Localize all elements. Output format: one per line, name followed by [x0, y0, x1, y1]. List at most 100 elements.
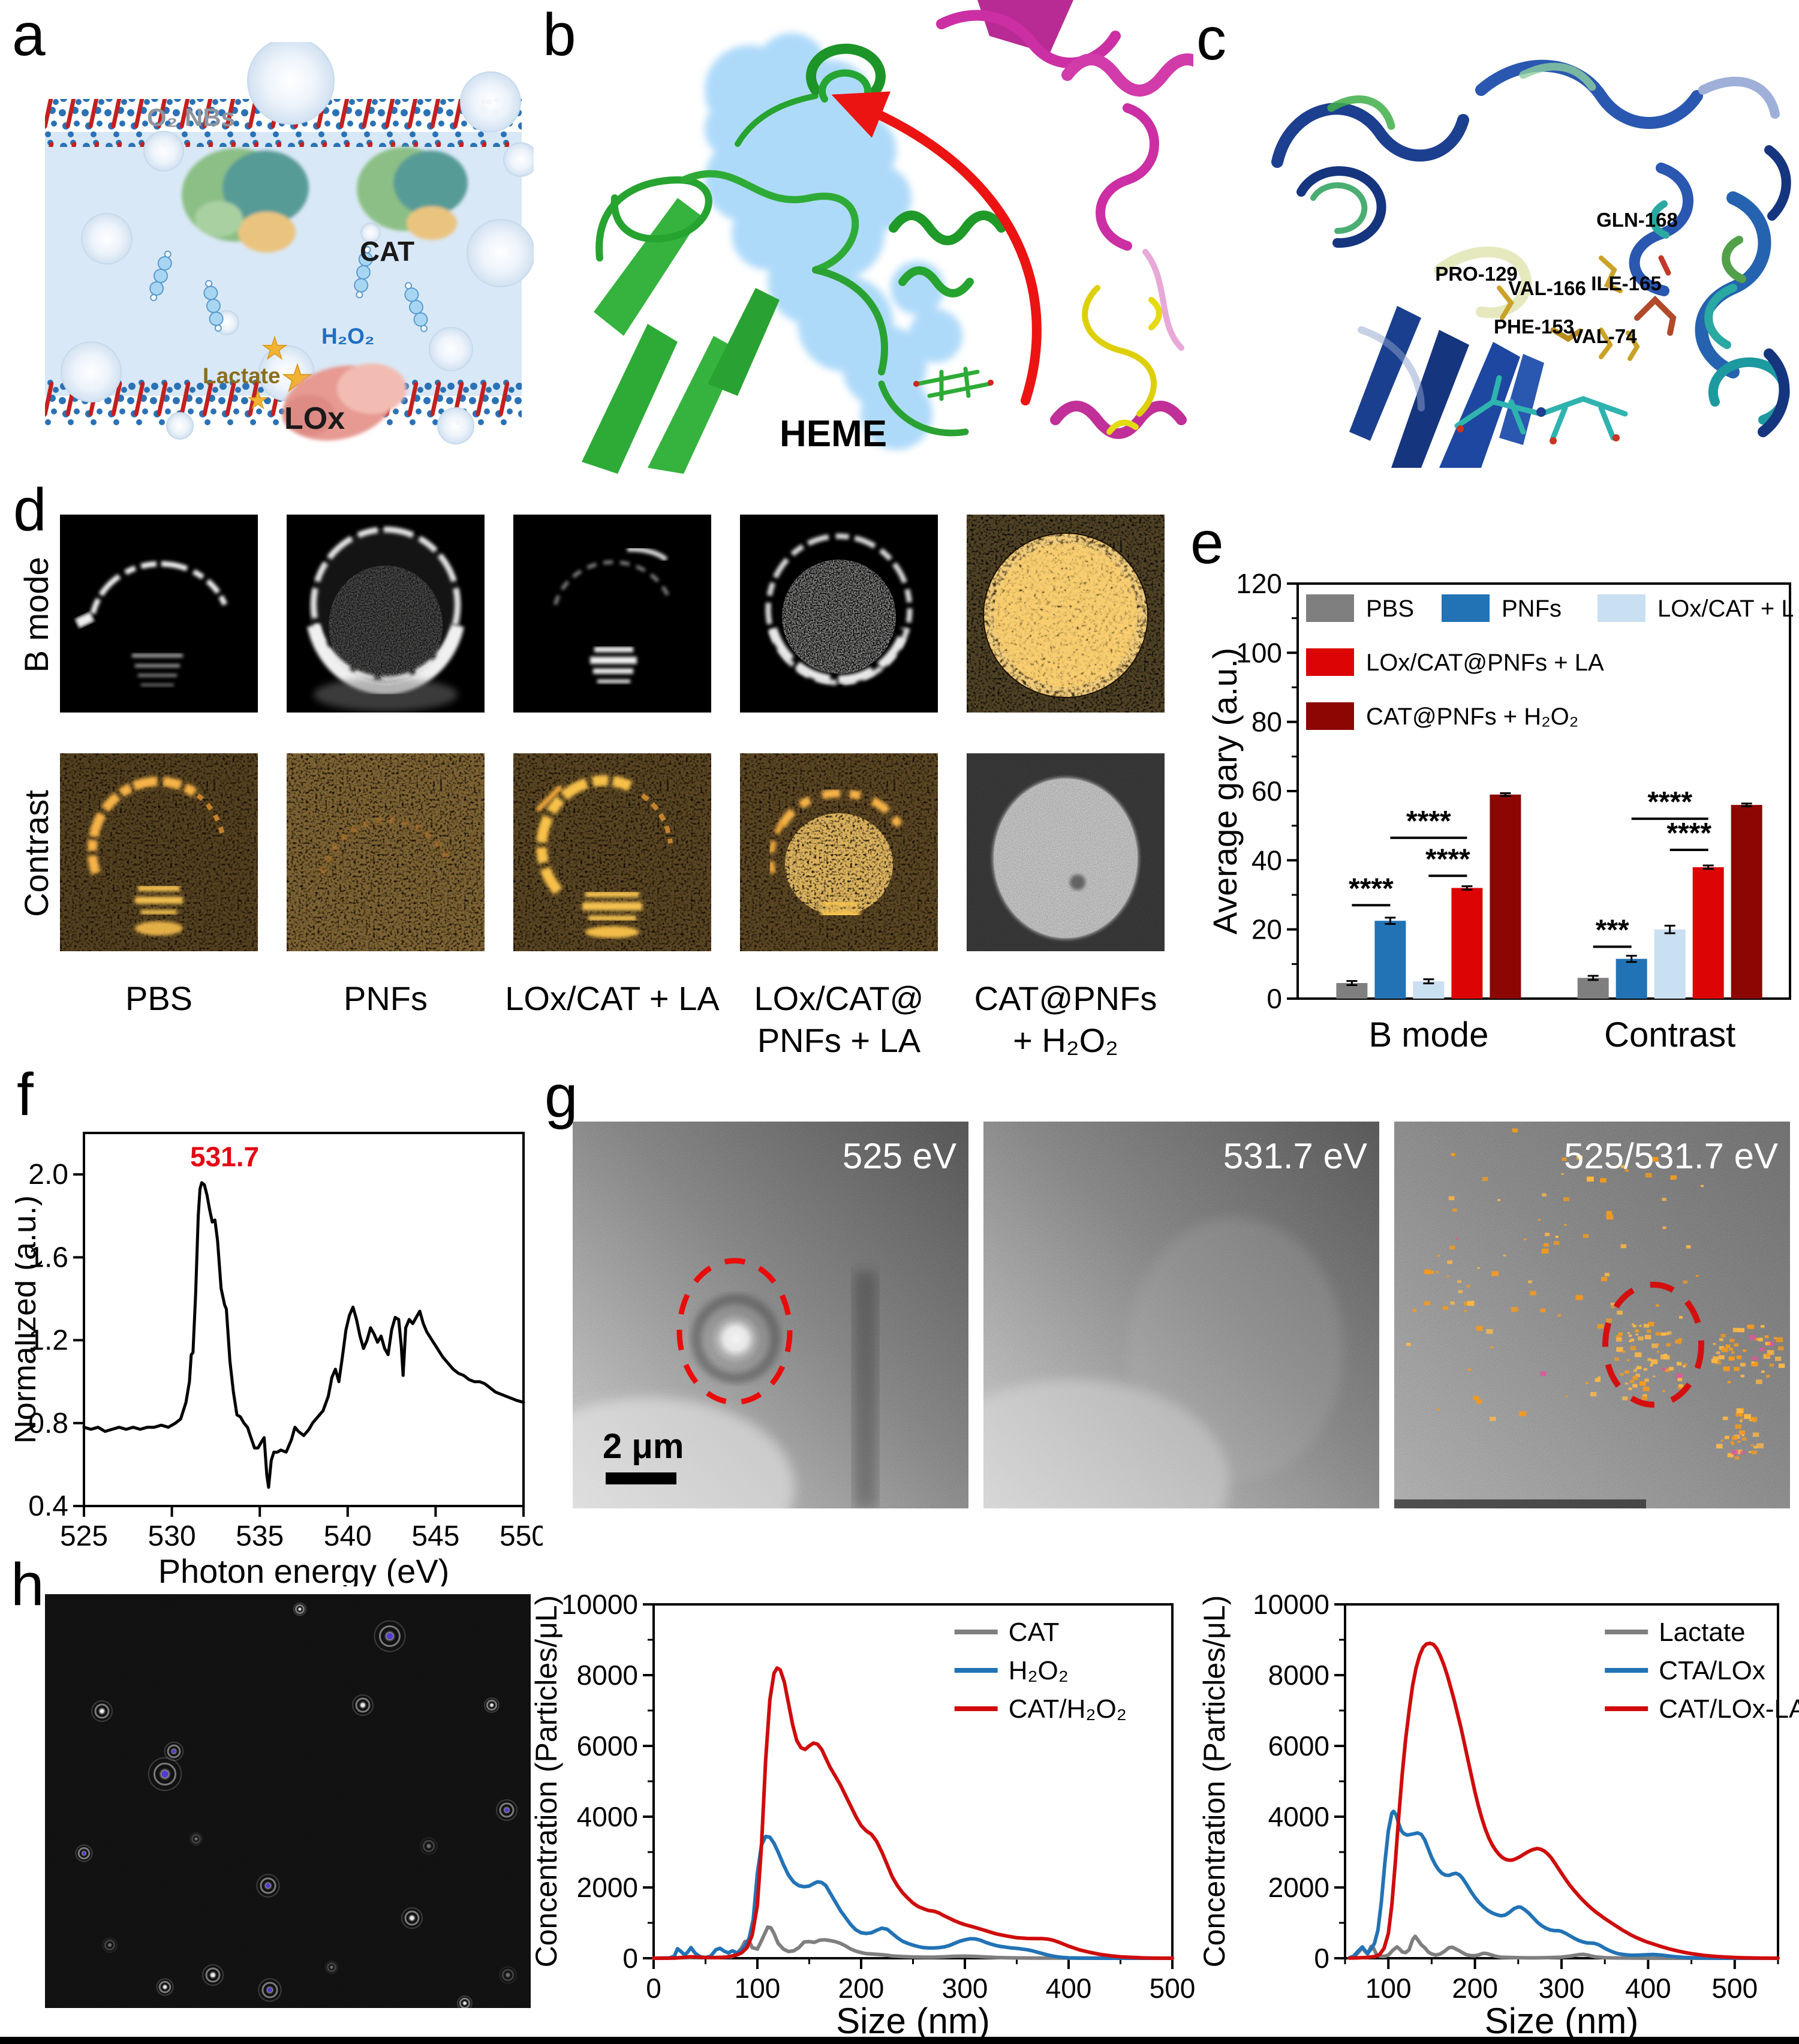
svg-text:20: 20 — [1252, 914, 1282, 945]
svg-text:525: 525 — [60, 1520, 108, 1552]
svg-text:PNFs: PNFs — [1502, 596, 1562, 622]
svg-text:****: **** — [1406, 805, 1451, 837]
svg-text:550: 550 — [500, 1520, 543, 1552]
svg-text:545: 545 — [411, 1520, 459, 1552]
svg-text:200: 200 — [838, 1973, 885, 2004]
svg-text:4000: 4000 — [1268, 1801, 1329, 1832]
ultrasound-bmode-catpnfs-h2o2 — [967, 515, 1165, 713]
svg-text:300: 300 — [1539, 1973, 1585, 2004]
residue-label-gln168: GLN-168 — [1596, 209, 1678, 231]
residue-label-val74: VAL-74 — [1570, 325, 1637, 347]
stxm-ratio-map-image — [1394, 1122, 1790, 1508]
panel-letter-d: d — [13, 476, 47, 543]
svg-text:Concentration (Particles/μL): Concentration (Particles/μL) — [530, 1595, 563, 1968]
stxm-image-525ev — [573, 1122, 968, 1508]
svg-text:CAT/H₂O₂: CAT/H₂O₂ — [1009, 1694, 1127, 1724]
cat-enzyme-illustration-right — [357, 147, 468, 240]
heme-label: HEME — [780, 413, 888, 455]
oxygen-signal-speckles — [1406, 1128, 1785, 1460]
svg-text:Size (nm): Size (nm) — [1485, 2001, 1639, 2041]
svg-text:B mode: B mode — [1368, 1015, 1488, 1050]
cat-label: CAT — [360, 236, 415, 267]
svg-text:H₂O₂: H₂O₂ — [1009, 1656, 1069, 1685]
svg-text:LOx/CAT + LA: LOx/CAT + LA — [1657, 596, 1793, 622]
scale-bar — [606, 1472, 676, 1484]
size-distribution-chart-lactate-lox: 100 200 300 400 500 0 2000 4000 6000 8000 10000 Siz… — [1198, 1589, 1799, 2041]
svg-text:Size (nm): Size (nm) — [836, 2001, 990, 2041]
svg-text:40: 40 — [1252, 844, 1282, 876]
panel-letter-e: e — [1190, 509, 1224, 576]
svg-text:****: **** — [1425, 843, 1470, 875]
svg-text:8000: 8000 — [1268, 1660, 1329, 1691]
svg-text:Normalized (a.u.): Normalized (a.u.) — [15, 1195, 43, 1444]
svg-text:****: **** — [1647, 786, 1692, 818]
svg-text:8000: 8000 — [577, 1660, 638, 1691]
svg-text:Lactate: Lactate — [1659, 1618, 1745, 1647]
svg-text:0: 0 — [622, 1943, 638, 1974]
svg-text:LOx/CAT@PNFs + LA: LOx/CAT@PNFs + LA — [1366, 650, 1604, 676]
ultrasound-contrast-pbs — [60, 753, 258, 951]
svg-text:200: 200 — [1452, 1973, 1498, 2004]
bubble-highlight-circle — [676, 1258, 793, 1405]
svg-text:400: 400 — [1046, 1973, 1092, 2004]
svg-text:0.4: 0.4 — [28, 1490, 68, 1522]
panel-letter-g: g — [544, 1063, 578, 1130]
active-site-structure-illustration — [1271, 59, 1791, 468]
ultrasound-column-label-pbs: PBS — [125, 979, 193, 1017]
figure-bottom-border — [0, 2037, 1799, 2044]
size-distribution-chart-cat-h2o2: 0 100 200 300 400 500 0 2000 4000 6000 8000 10000 Si… — [530, 1589, 1196, 2041]
nanoparticle-tracking-image — [45, 1594, 531, 2008]
lox-enzyme-illustration — [282, 363, 407, 441]
residue-label-val166: VAL-166 — [1508, 277, 1586, 299]
ultrasound-column-label-loxcat-la: LOx/CAT + LA — [505, 979, 720, 1017]
svg-text:530: 530 — [148, 1520, 196, 1552]
panel-letter-a: a — [12, 1, 46, 68]
svg-text:PBS: PBS — [1366, 596, 1414, 622]
ultrasound-contrast-pnfs — [287, 753, 485, 951]
svg-text:500: 500 — [1150, 1973, 1196, 2004]
svg-text:2000: 2000 — [577, 1872, 638, 1903]
stxm-label-525ev: 525 eV — [842, 1136, 956, 1176]
svg-text:Average gary (a.u.): Average gary (a.u.) — [1206, 648, 1244, 934]
panel-letter-c: c — [1196, 5, 1226, 73]
svg-text:6000: 6000 — [1268, 1730, 1329, 1762]
photon-energy-spectrum-chart: 525 530 535 540 545 550 0.4 0.8 1.2 1.6 2.0 Photon … — [15, 1132, 543, 1586]
bubble-highlight-circle-ratio — [1602, 1282, 1704, 1408]
svg-text:CTA/LOx: CTA/LOx — [1659, 1656, 1765, 1685]
stxm-image-531ev — [983, 1122, 1379, 1508]
nanobubble-spots — [75, 1602, 518, 2008]
svg-text:0: 0 — [1314, 1943, 1329, 1974]
svg-text:100: 100 — [1236, 637, 1282, 668]
svg-text:300: 300 — [942, 1973, 988, 2004]
ultrasound-column-label-pnfs: PNFs — [344, 979, 428, 1017]
ultrasound-row-label-contrast: Contrast — [17, 790, 55, 917]
svg-text:****: **** — [1666, 817, 1711, 849]
svg-text:531.7: 531.7 — [190, 1141, 259, 1172]
ultrasound-contrast-loxcat-pnfs-la — [740, 753, 938, 951]
svg-text:6000: 6000 — [577, 1730, 638, 1762]
ultrasound-bmode-pnfs — [287, 515, 485, 713]
cat-enzyme-illustration-left — [182, 148, 309, 253]
lactate-label: Lactate — [203, 363, 281, 388]
svg-text:****: **** — [1349, 873, 1394, 904]
svg-text:***: *** — [1596, 915, 1629, 946]
ultrasound-bmode-loxcat-pnfs-la — [740, 515, 938, 713]
protein-structure-tunnel-illustration — [582, 0, 1193, 474]
svg-text:CAT@PNFs + H₂O₂: CAT@PNFs + H₂O₂ — [1366, 704, 1578, 730]
svg-text:Contrast: Contrast — [1604, 1015, 1735, 1050]
h2o2-molecules-illustration — [149, 246, 428, 332]
svg-text:100: 100 — [1365, 1973, 1412, 2004]
panel-letter-h: h — [11, 1551, 44, 1618]
svg-text:2.0: 2.0 — [28, 1159, 68, 1191]
svg-text:120: 120 — [1236, 568, 1282, 599]
ultrasound-bmode-pbs — [60, 515, 258, 713]
ultrasound-column-label-catpnfs-h2o2: CAT@PNFs + H₂O₂ — [974, 979, 1157, 1059]
svg-text:100: 100 — [735, 1973, 781, 2004]
oxygen-path-arrow — [831, 91, 1042, 405]
nanobubble-schematic-illustration — [45, 42, 534, 444]
svg-text:500: 500 — [1711, 1973, 1758, 2004]
svg-text:4000: 4000 — [577, 1801, 638, 1832]
svg-text:80: 80 — [1252, 707, 1282, 738]
svg-text:540: 540 — [324, 1520, 372, 1552]
svg-text:0.8: 0.8 — [28, 1408, 68, 1439]
